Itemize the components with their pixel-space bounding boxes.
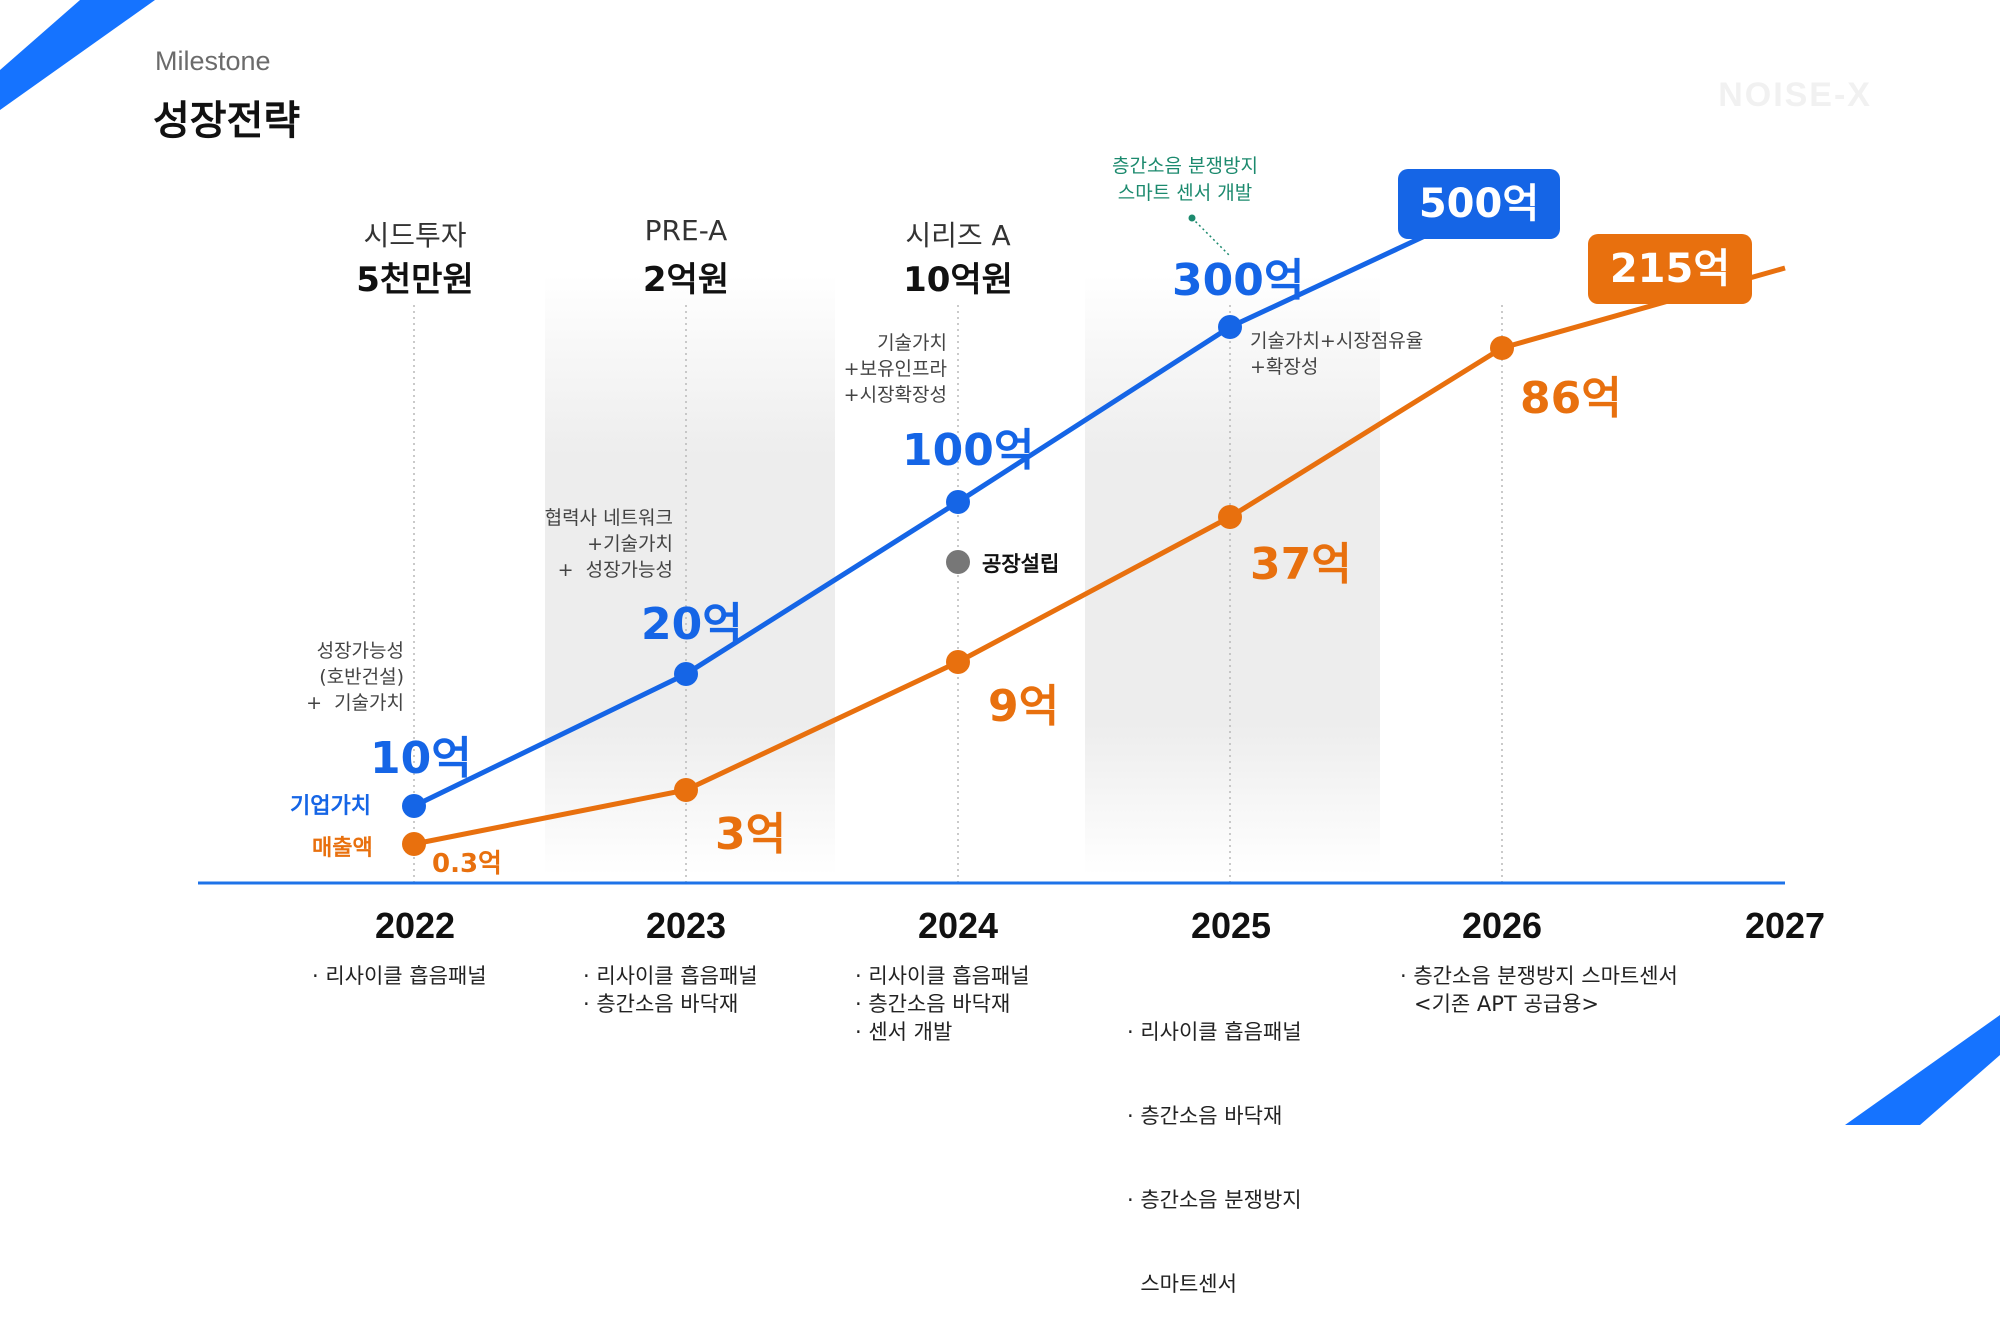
product-item: · 층간소음 분쟁방지	[1127, 1188, 1302, 1212]
note-2022: 성장가능성 (호반건설) + 기술가치	[306, 640, 404, 714]
products-2025: · 리사이클 흡음패널 · 층간소음 바닥재 · 층간소음 분쟁방지 스마트센서	[1127, 962, 1302, 1326]
round-amount-series-a: 10억원	[903, 260, 1013, 300]
point-revenue-2024	[946, 650, 970, 674]
year-label-2024: 2024	[917, 905, 999, 946]
legend-revenue: 매출액	[312, 836, 373, 861]
round-label-seed: 시드투자	[363, 219, 467, 252]
point-valuation-2024	[946, 490, 970, 514]
product-item: · 리사이클 흡음패널	[583, 964, 758, 988]
valuation-label-2025: 300억	[1172, 255, 1305, 306]
page-title: 성장전략	[153, 98, 301, 144]
legend-valuation: 기업가치	[290, 794, 371, 819]
revenue-label-2026: 86억	[1520, 373, 1622, 424]
year-label-2023: 2023	[645, 905, 727, 946]
product-item: · 센서 개발	[855, 1020, 953, 1044]
sensor-note-connector	[1191, 217, 1231, 257]
round-label-pre-a: PRE-A	[644, 214, 728, 247]
product-item: · 층간소음 분쟁방지 스마트센서	[1400, 964, 1678, 988]
products-2023: · 리사이클 흡음패널 · 층간소음 바닥재	[583, 962, 758, 1018]
year-label-2026: 2026	[1461, 905, 1543, 946]
revenue-label-2024: 9억	[988, 681, 1060, 732]
section-subtitle: Milestone	[155, 46, 271, 76]
valuation-label-2024: 100억	[902, 425, 1035, 476]
note-2025: 기술가치+시장점유율 +확장성	[1250, 330, 1424, 378]
corner-accent-bottom-right	[1845, 1015, 2000, 1125]
series-line-revenue	[413, 265, 1786, 847]
point-valuation-2025	[1218, 315, 1242, 339]
product-item: · 리사이클 흡음패널	[855, 964, 1030, 988]
products-2022: · 리사이클 흡음패널	[312, 962, 487, 990]
valuation-label-2023: 20억	[641, 599, 743, 650]
product-item: · 층간소음 바닥재	[583, 992, 739, 1016]
point-revenue-2023	[674, 778, 698, 802]
product-item: · 리사이클 흡음패널	[312, 964, 487, 988]
valuation-label-2022: 10억	[370, 733, 472, 784]
factory-label: 공장설립	[982, 552, 1060, 576]
point-valuation-2022	[402, 794, 426, 818]
band-2025	[1085, 275, 1380, 875]
band-2023	[545, 275, 835, 875]
note-smart-sensor: 층간소음 분쟁방지 스마트 센서 개발	[1112, 155, 1258, 204]
revenue-label-2022: 0.3억	[432, 849, 502, 879]
note-2023: 협력사 네트워크 +기술가치 + 성장가능성	[544, 507, 673, 581]
corner-accent-top-left	[0, 0, 155, 110]
round-amount-pre-a: 2억원	[642, 260, 730, 300]
point-valuation-2023	[674, 662, 698, 686]
revenue-badge-2027: 215억	[1588, 234, 1752, 304]
note-2024: 기술가치 +보유인프라 +시장확장성	[843, 332, 947, 406]
revenue-label-2023: 3억	[715, 809, 787, 860]
factory-marker	[946, 550, 970, 574]
product-item: 스마트센서	[1127, 1272, 1237, 1296]
product-item: · 리사이클 흡음패널	[1127, 1020, 1302, 1044]
growth-chart	[198, 197, 1786, 885]
round-label-series-a: 시리즈 A	[905, 219, 1011, 252]
brand-watermark: NOISE-X	[1718, 76, 1872, 114]
product-item: <기존 APT 공급용>	[1414, 992, 1599, 1016]
product-item: · 층간소음 바닥재	[1127, 1104, 1283, 1128]
point-revenue-2026	[1490, 336, 1514, 360]
product-item: · 층간소음 바닥재	[855, 992, 1011, 1016]
round-amount-seed: 5천만원	[356, 260, 474, 300]
sensor-note-dot	[1188, 214, 1196, 222]
products-2024: · 리사이클 흡음패널 · 층간소음 바닥재 · 센서 개발	[855, 962, 1030, 1046]
year-label-2027: 2027	[1744, 905, 1826, 946]
point-revenue-2025	[1218, 505, 1242, 529]
year-label-2025: 2025	[1190, 905, 1272, 946]
year-label-2022: 2022	[374, 905, 456, 946]
valuation-badge-2026: 500억	[1398, 169, 1560, 239]
revenue-label-2025: 37억	[1250, 539, 1352, 590]
point-revenue-2022	[402, 832, 426, 856]
products-2026: · 층간소음 분쟁방지 스마트센서 <기존 APT 공급용>	[1400, 962, 1678, 1018]
